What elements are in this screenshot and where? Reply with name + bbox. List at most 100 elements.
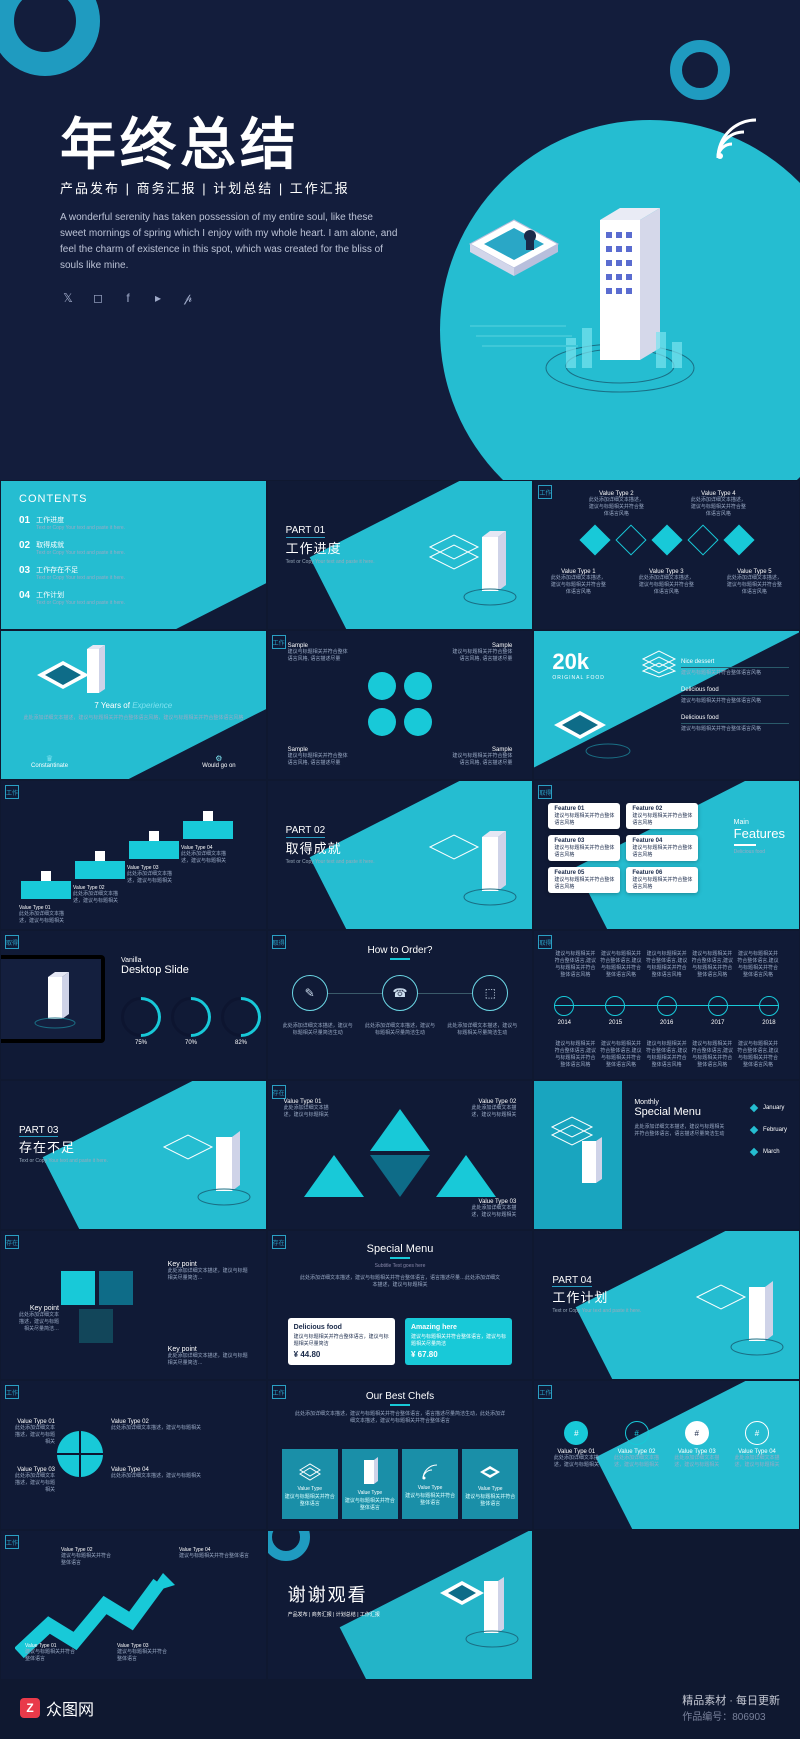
chef-block-1: Value Type建议与标题相关并符合整体语言 bbox=[282, 1449, 338, 1519]
progress-ring-2 bbox=[171, 997, 211, 1037]
part01-tower-icon bbox=[410, 511, 520, 611]
chefs-title: Our Best Chefs bbox=[268, 1391, 533, 1402]
q3-s: 此处添加详细文本描述，建议与标题相关 bbox=[15, 1473, 55, 1494]
triangle-icon bbox=[370, 1155, 430, 1197]
desktop-title: Desktop Slide bbox=[121, 964, 189, 976]
triangle-icon bbox=[370, 1109, 430, 1151]
puz1-s: 此处添加详细文本描述，建议与标题相关尽量简洁… bbox=[168, 1268, 248, 1282]
flow-s5: 此处添加详细文本描述，建议与标题相关并符合整体语言风格 bbox=[726, 575, 782, 596]
slide-desktop: 取得 Vanilla Desktop Slide 75% 70% 82% bbox=[1, 931, 266, 1079]
order-title: How to Order? bbox=[268, 945, 533, 956]
stat-i1-s: 建议与标题相关并符合整体语言风格 bbox=[681, 670, 789, 677]
chef-block-4: Value Type建议与标题相关并符合整体语言 bbox=[462, 1449, 518, 1519]
slide-thanks: 谢谢观看 产品发布 | 商务汇报 | 计划总结 | 工作汇报 bbox=[268, 1531, 533, 1679]
part03-sub: Text or Copy Your text and paste it here… bbox=[19, 1158, 108, 1164]
hero-slide: 年终总结 产品发布 | 商务汇报 | 计划总结 | 工作汇报 A wonderf… bbox=[0, 0, 800, 480]
isometric-tower-illustration bbox=[450, 150, 710, 410]
slide-chefs: 工作 Our Best Chefs 此处添加详细文本描述，建议与标题相关并符合整… bbox=[268, 1381, 533, 1529]
stat-i3-t: Delicious food bbox=[681, 715, 789, 721]
diamond-icon bbox=[687, 524, 718, 555]
stat-big: 20k bbox=[552, 649, 589, 675]
q4-s: 此处添加详细文本描述，建议与标题相关 bbox=[111, 1473, 241, 1480]
contents-no-4: 04 bbox=[19, 590, 30, 607]
slide-puzzle: 存在 Key point此处添加详细文本描述，建议与标题相关尽量简洁… Key … bbox=[1, 1231, 266, 1379]
monthly-illustration bbox=[544, 1105, 612, 1197]
slide-part03: PART 03 存在不足 Text or Copy Your text and … bbox=[1, 1081, 266, 1229]
part04-pre: PART 04 bbox=[552, 1275, 591, 1287]
years-desc: 此处添加详细文本描述，建议与标题相关并符合整体语言风格，建议与标题相关并符合整体… bbox=[21, 715, 246, 722]
slide-part02: PART 02 取得成就 Text or Copy Your text and … bbox=[268, 781, 533, 929]
slide-label: 工作 bbox=[5, 1535, 19, 1549]
contents-no-1: 01 bbox=[19, 515, 30, 532]
quad-bl-s: 建议与标题相关并符合整体语言风格, 语言描述尽量 bbox=[288, 753, 352, 767]
slide-label: 取得 bbox=[538, 785, 552, 799]
contents-sub-2: Text or Copy Your text and paste it here… bbox=[36, 550, 125, 557]
slide-features: 取得 Feature 01建议与标题相关并符合整体语言风格 Feature 02… bbox=[534, 781, 799, 929]
ar2-s: 建议与标题相关并符合整体语言 bbox=[61, 1553, 111, 1567]
diamond-icon bbox=[579, 524, 610, 555]
slide-contents: CONTENTS 01工作进度Text or Copy Your text an… bbox=[1, 481, 266, 629]
slide-special-monthly: 存在 Monthly Special Menu 此处添加详细文本描述，建议与标题… bbox=[534, 1081, 799, 1229]
tl-b4: 建议与标题相关并符合整体语言,建议与标题相关并符合整体语言风格 bbox=[691, 1041, 733, 1069]
h4-s: 此处添加详细文本描述，建议与标题相关 bbox=[731, 1455, 783, 1469]
slide-menu-cards: 存在 Special Menu Subtitle Text goes here … bbox=[268, 1231, 533, 1379]
puz2-t: Key point bbox=[15, 1305, 59, 1312]
menu-card-1: Delicious food建议与标题相关并符合整体语言，建议与标题相关尽量简洁… bbox=[288, 1318, 395, 1365]
month-2: February bbox=[763, 1127, 787, 1133]
part03-tower-icon bbox=[144, 1111, 254, 1213]
slide-timeline: 取得 建议与标题相关并符合整体语言,建议与标题相关并符合整体语言风格 建议与标题… bbox=[534, 931, 799, 1079]
features-pre: Main bbox=[734, 819, 785, 826]
footer-tagline: 精品素材 · 每日更新 bbox=[682, 1695, 780, 1707]
feature-card-2: Feature 02建议与标题相关并符合整体语言风格 bbox=[626, 803, 698, 829]
layers-icon bbox=[639, 645, 679, 681]
thanks-tower-icon bbox=[426, 1559, 522, 1657]
feature-card-1: Feature 01建议与标题相关并符合整体语言风格 bbox=[548, 803, 620, 829]
order-s2: 此处添加详细文本描述，建议与标题相关尽量简洁生动 bbox=[364, 1023, 436, 1037]
quad-tl-s: 建议与标题相关并符合整体语言风格, 语言描述尽量 bbox=[288, 649, 352, 663]
part02-tower-icon bbox=[410, 811, 520, 913]
pinterest-icon: 𝓅 bbox=[180, 290, 196, 306]
chef-block-2: Value Type建议与标题相关并符合整体语言 bbox=[342, 1449, 398, 1519]
instagram-icon: ◻ bbox=[90, 290, 106, 306]
slide-label: 工作 bbox=[538, 1385, 552, 1399]
part01-pre: PART 01 bbox=[286, 525, 325, 538]
part02-sub: Text or Copy Your text and paste it here… bbox=[286, 859, 375, 865]
laptop-icon bbox=[1, 955, 105, 1043]
chef-block-3: Value Type建议与标题相关并符合整体语言 bbox=[402, 1449, 458, 1519]
features-sub: Delicious food bbox=[734, 849, 785, 856]
ring-decor-tl bbox=[0, 0, 100, 76]
feature-card-6: Feature 06建议与标题相关并符合整体语言风格 bbox=[626, 867, 698, 893]
menu-desc: 此处添加详细文本描述，建议与标题相关并符合整体语言，语言描述尽量…此处添加详细文… bbox=[298, 1275, 503, 1289]
wifi-icon bbox=[710, 112, 764, 166]
part04-tower-icon bbox=[677, 1261, 787, 1363]
slide-stair: 工作 Value Type 01此处添加详细文本描述，建议与标题相关 Value… bbox=[1, 781, 266, 929]
diamond-icon bbox=[615, 524, 646, 555]
tl-d4: 建议与标题相关并符合整体语言,建议与标题相关并符合整体语言风格 bbox=[691, 951, 733, 979]
stat-illustration bbox=[548, 691, 634, 763]
part04-title: 工作计划 bbox=[552, 1287, 641, 1306]
hash-icon: # bbox=[745, 1421, 769, 1445]
stair1-s: 此处添加详细文本描述，建议与标题相关 bbox=[19, 911, 69, 925]
tl-d3: 建议与标题相关并符合整体语言,建议与标题相关并符合整体语言风格 bbox=[646, 951, 688, 979]
part04-sub: Text or Copy Your text and paste it here… bbox=[552, 1308, 641, 1314]
hash-icon: # bbox=[625, 1421, 649, 1445]
puz2-s: 此处添加详细文本描述，建议与标题相关尽量简洁… bbox=[15, 1312, 59, 1333]
thanks-title: 谢谢观看 bbox=[288, 1581, 380, 1607]
tl-b2: 建议与标题相关并符合整体语言,建议与标题相关并符合整体语言风格 bbox=[600, 1041, 642, 1069]
quad-tr-s: 建议与标题相关并符合整体语言风格, 语言描述尽量 bbox=[448, 649, 512, 663]
slide-quads: 工作 Sample建议与标题相关并符合整体语言风格, 语言描述尽量 Sample… bbox=[268, 631, 533, 779]
hash-icon: # bbox=[685, 1421, 709, 1445]
contents-item-3: 工作存在不足 bbox=[36, 565, 125, 575]
desktop-pre: Vanilla bbox=[121, 957, 189, 964]
ar1-s: 建议与标题相关并符合整体语言 bbox=[25, 1649, 75, 1663]
tri3-s: 此处添加详细文本描述，建议与标题相关 bbox=[462, 1205, 516, 1219]
tl-y3: 2016 bbox=[657, 1020, 677, 1026]
flow-s3: 此处添加详细文本描述，建议与标题相关并符合整体语言风格 bbox=[638, 575, 694, 596]
slide-label: 工作 bbox=[538, 485, 552, 499]
q1-s: 此处添加详细文本描述，建议与标题相关 bbox=[15, 1425, 55, 1446]
hero-subtitle: 产品发布 | 商务汇报 | 计划总结 | 工作汇报 bbox=[60, 178, 350, 197]
menu-sub: Subtitle Text goes here bbox=[268, 1263, 533, 1269]
progress-ring-3 bbox=[221, 997, 261, 1037]
diamond-icon bbox=[723, 524, 754, 555]
slide-empty bbox=[534, 1531, 799, 1679]
